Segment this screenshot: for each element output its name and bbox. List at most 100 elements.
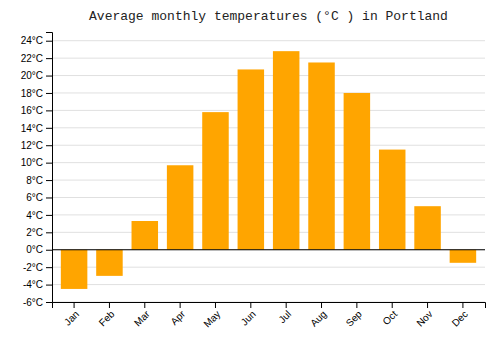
grid-line bbox=[52, 58, 485, 59]
y-tick-mark bbox=[46, 180, 52, 181]
grid-line bbox=[52, 145, 485, 146]
y-tick: 14°C bbox=[21, 123, 52, 134]
grid-line bbox=[52, 284, 485, 285]
y-tick-label: 22°C bbox=[21, 53, 43, 64]
x-tick: Oct bbox=[381, 302, 400, 327]
bar bbox=[344, 93, 371, 250]
grid-line bbox=[52, 40, 485, 41]
bar bbox=[132, 221, 159, 250]
x-tick-mark bbox=[392, 302, 393, 308]
y-tick-mark bbox=[46, 285, 52, 286]
x-tick-label: Sep bbox=[344, 308, 365, 329]
grid-line bbox=[52, 249, 485, 250]
grid-line bbox=[52, 92, 485, 93]
y-tick: 24°C bbox=[21, 35, 52, 46]
x-tick-mark bbox=[462, 302, 463, 308]
x-tick-label: May bbox=[201, 308, 222, 329]
y-tick: 16°C bbox=[21, 105, 52, 116]
x-tick: Sep bbox=[344, 302, 365, 329]
x-tick-mark bbox=[427, 302, 428, 308]
y-tick-label: -6°C bbox=[23, 297, 43, 308]
x-tick-mark bbox=[356, 302, 357, 308]
y-tick: 2°C bbox=[26, 227, 52, 238]
y-tick-label: 6°C bbox=[26, 192, 43, 203]
x-tick: Jun bbox=[239, 302, 258, 328]
x-tick-label: Jun bbox=[239, 308, 258, 327]
x-tick: Jan bbox=[62, 302, 81, 328]
bar bbox=[96, 250, 123, 276]
grid-line bbox=[52, 180, 485, 181]
x-tick-mark bbox=[321, 302, 322, 308]
bar bbox=[238, 69, 265, 249]
x-tick-mark bbox=[74, 302, 75, 308]
plot: -6°C -4°C -2°C 0°C 2°C 4°C 6°C 8°C 10°C 12°C 14°C 1… bbox=[21, 33, 486, 330]
y-tick: -6°C bbox=[23, 297, 52, 308]
bar bbox=[202, 112, 229, 250]
x-tick-mark bbox=[180, 302, 181, 308]
bar bbox=[450, 250, 477, 263]
y-tick: 22°C bbox=[21, 53, 52, 64]
y-axis-line bbox=[46, 33, 53, 303]
grid-line bbox=[52, 75, 485, 76]
grid-line bbox=[52, 162, 485, 163]
x-tick-label: Oct bbox=[381, 308, 400, 327]
y-tick-mark bbox=[46, 41, 52, 42]
bar bbox=[308, 62, 335, 249]
x-tick-label: Jul bbox=[276, 308, 293, 325]
y-tick-mark bbox=[46, 145, 52, 146]
y-tick-mark bbox=[46, 232, 52, 233]
x-tick-label: Mar bbox=[132, 308, 152, 328]
y-tick-label: 12°C bbox=[21, 140, 43, 151]
grid bbox=[52, 41, 485, 302]
x-tick-label: Apr bbox=[168, 308, 187, 327]
y-tick-label: 24°C bbox=[21, 35, 43, 46]
y-tick-label: 10°C bbox=[21, 157, 43, 168]
y-tick: 18°C bbox=[21, 88, 52, 99]
y-tick-label: 18°C bbox=[21, 88, 43, 99]
x-tick: May bbox=[201, 302, 222, 330]
x-axis-line bbox=[53, 303, 486, 309]
y-tick: 6°C bbox=[26, 192, 52, 203]
grid-line bbox=[52, 127, 485, 128]
y-tick-mark bbox=[46, 197, 52, 198]
y-tick-mark bbox=[46, 128, 52, 129]
y-tick-mark bbox=[46, 163, 52, 164]
x-axis: Jan Feb Mar Apr May Jun Jul Aug Sep Oct Nov Dec bbox=[53, 302, 486, 330]
y-tick-label: 4°C bbox=[26, 210, 43, 221]
y-tick-label: 20°C bbox=[21, 70, 43, 81]
y-tick-mark bbox=[46, 267, 52, 268]
y-tick: 12°C bbox=[21, 140, 52, 151]
y-tick: 10°C bbox=[21, 157, 52, 168]
y-tick-mark bbox=[46, 93, 52, 94]
y-tick: 4°C bbox=[26, 210, 52, 221]
x-tick-mark bbox=[144, 302, 145, 308]
y-tick-mark bbox=[46, 58, 52, 59]
x-tick-label: Nov bbox=[414, 308, 434, 328]
y-tick-label: 2°C bbox=[26, 227, 43, 238]
x-tick: Apr bbox=[168, 302, 187, 327]
chart: -6°C -4°C -2°C 0°C 2°C 4°C 6°C 8°C 10°C 12°C 14°C 1… bbox=[0, 0, 500, 350]
x-tick: Nov bbox=[414, 302, 434, 329]
x-tick: Feb bbox=[97, 302, 117, 328]
x-tick-label: Dec bbox=[450, 308, 470, 328]
bar bbox=[379, 150, 406, 250]
y-tick-mark bbox=[46, 250, 52, 251]
y-axis: -6°C -4°C -2°C 0°C 2°C 4°C 6°C 8°C 10°C 12°C 14°C 1… bbox=[21, 33, 53, 308]
y-tick: 8°C bbox=[26, 175, 52, 186]
bar bbox=[61, 250, 88, 289]
x-tick-label: Aug bbox=[308, 308, 328, 328]
x-tick-mark bbox=[250, 302, 251, 308]
zero-line bbox=[52, 249, 485, 250]
y-tick-label: 0°C bbox=[26, 244, 43, 255]
x-tick-mark bbox=[109, 302, 110, 308]
bar bbox=[167, 165, 194, 249]
y-tick-label: -4°C bbox=[23, 279, 43, 290]
y-tick-mark bbox=[46, 215, 52, 216]
title: Average monthly temperatures (°C ) in Po… bbox=[89, 9, 448, 24]
y-tick-label: -2°C bbox=[23, 262, 43, 273]
y-tick-mark bbox=[46, 76, 52, 77]
bar bbox=[273, 51, 300, 250]
bar bbox=[414, 206, 441, 250]
grid-line bbox=[52, 197, 485, 198]
x-tick: Mar bbox=[132, 302, 152, 328]
